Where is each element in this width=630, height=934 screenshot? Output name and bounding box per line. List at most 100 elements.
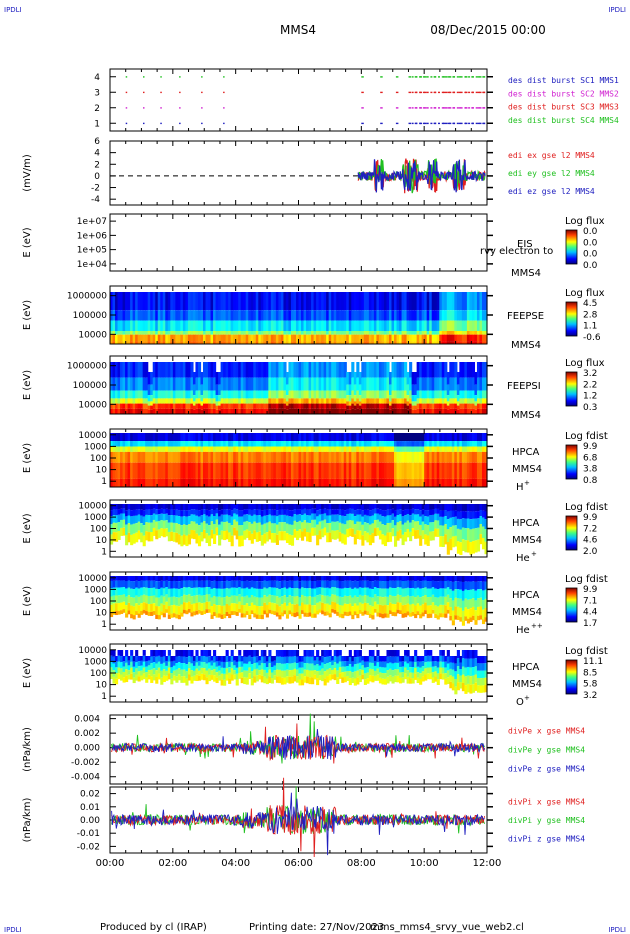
panel-feepsi-cell [386, 403, 390, 409]
panel-hpca_he1-cell [155, 530, 159, 540]
panel-feepsi-cell [394, 362, 398, 378]
panel-burst-burst-mark [443, 76, 446, 78]
panel-hpca_h-cell [321, 451, 325, 463]
panel-hpca_he2-cell [298, 576, 302, 582]
panel-feepsi-cell [371, 408, 375, 414]
panel-hpca_he2-cell [363, 587, 367, 596]
panel-hpca_he1-cell [228, 504, 232, 510]
panel-hpca_he2-cell [416, 580, 420, 588]
panel-hpca_he1-cell [177, 504, 181, 511]
panel-hpca_h-cell [280, 478, 285, 487]
panel-burst-burst-mark [475, 122, 478, 125]
panel-feepsi-cell [290, 362, 295, 378]
panel-hpca_he1-cell [122, 513, 126, 520]
panel-hpca_he2-cell [464, 616, 468, 621]
panel-hpca_he1-cell [202, 529, 207, 539]
panel-hpca_h-cell [363, 446, 367, 452]
panel-hpca_he2-cell [280, 596, 285, 605]
panel-hpca_h-cell [419, 441, 423, 447]
panel-feepsi-cell [175, 377, 179, 391]
panel-hpca_he1-cell [316, 504, 320, 511]
panel-hpca_he2-cell [326, 611, 330, 616]
panel-feepsi-cell [255, 362, 259, 378]
panel-hpca_he1-cell [436, 508, 440, 514]
panel-hpca_he2-cell [200, 576, 204, 581]
panel-hpca_he2-cell [419, 605, 423, 615]
panel-hpca_h-cell [112, 433, 116, 442]
panel-feepse-cell [419, 292, 423, 311]
panel-feepsi-cell [283, 403, 287, 409]
panel-hpca_he1-cell [474, 518, 478, 529]
panel-hpca_he1-cell [424, 524, 428, 535]
panel-hpca_h-cell [220, 462, 224, 479]
panel-feepsi-cell [150, 405, 154, 410]
panel-hpca_h-cell [288, 478, 292, 487]
panel-hpca_h-cell [366, 441, 370, 447]
panel-feepse-cell [396, 320, 400, 331]
panel-feepsi-cell [218, 405, 222, 410]
panel-feepse-cell [481, 341, 486, 344]
panel-hpca_he2-cell [388, 610, 393, 615]
panel-hpca_he2-cell [238, 587, 242, 595]
panel-hpca_h-cell [145, 451, 149, 463]
panel-feepsi-cell [233, 408, 237, 414]
panel-hpca_he2-cell [233, 580, 237, 588]
panel-feepse-cell [331, 320, 335, 331]
panel-feepsi-cell [167, 390, 171, 399]
panel-hpca_he2-cell [454, 576, 458, 582]
panel-feepsi-cell [270, 398, 274, 404]
panel-hpca_h-cell [326, 441, 330, 447]
panel-hpca_h-cell [388, 441, 393, 447]
panel-hpca_h-cell [346, 446, 350, 452]
panel-hpca_he1-cell [142, 525, 146, 536]
panel-feepse-cell [441, 320, 445, 331]
panel-hpca_he1-cell [175, 523, 179, 533]
panel-hpca_he1-cell [409, 515, 413, 523]
panel-hpca_h-cell [449, 462, 453, 479]
panel-burst-burst-mark [361, 122, 364, 125]
panel-hpca_h-cell [185, 462, 189, 479]
panel-burst-burst-mark [445, 91, 448, 94]
panel-hpca_h-cell [441, 478, 445, 487]
panel-feepsi-cell [326, 398, 330, 404]
panel-hpca_he2-cell [444, 581, 448, 589]
panel-hpca_he1-cell [376, 527, 380, 536]
panel-feepse-cell [383, 320, 388, 331]
panel-feepse-cell [446, 331, 450, 335]
panel-feepsi-cell [346, 372, 350, 385]
panel-hpca_he2-cell [218, 576, 222, 581]
panel-hpca_h-cell [142, 433, 146, 442]
panel-feepsi-cell [137, 403, 141, 409]
panel-feepse-cell [358, 310, 362, 321]
panel-feepsi-cell [283, 408, 287, 414]
panel-hpca_h-cell [117, 478, 121, 487]
panel-feepse-cell [235, 310, 239, 321]
panel-hpca_he1-cell [353, 524, 357, 535]
panel-hpca_he2-cell [459, 607, 463, 618]
panel-hpca_h-cell [456, 451, 460, 463]
panel-hpca_h-cell [295, 433, 300, 442]
panel-hpca_he1-cell [122, 519, 126, 528]
panel-feepse-cell [255, 341, 259, 344]
panel-hpca_he2-cell [346, 604, 350, 613]
panel-hpca_he2-cell [343, 587, 347, 596]
panel-feepse-cell [371, 310, 375, 321]
panel-feepsi-cell [336, 403, 340, 409]
panel-feepse-cell [426, 341, 430, 344]
panel-feepsi-cell [301, 362, 305, 378]
panel-feepsi-cell [127, 403, 131, 409]
panel-hpca_he2-cell [130, 581, 134, 589]
panel-hpca_he1-cell [404, 522, 408, 533]
panel-feepsi-cell [160, 403, 164, 409]
panel-hpca_he1-cell [421, 521, 425, 531]
panel-feepsi-cell [228, 398, 232, 404]
panel-hpca_h-cell [172, 451, 176, 463]
panel-hpca_he2-cell [278, 581, 282, 589]
panel-hpca_h-cell [235, 478, 239, 487]
panel-feepsi-cell [331, 403, 335, 409]
panel-feepse-cell [476, 341, 481, 344]
panel-hpca_h-cell [331, 433, 335, 442]
panel-hpca_h-cell [426, 478, 430, 487]
panel-hpca_he1-cell [426, 524, 430, 536]
panel-hpca_h-cell [356, 441, 360, 447]
